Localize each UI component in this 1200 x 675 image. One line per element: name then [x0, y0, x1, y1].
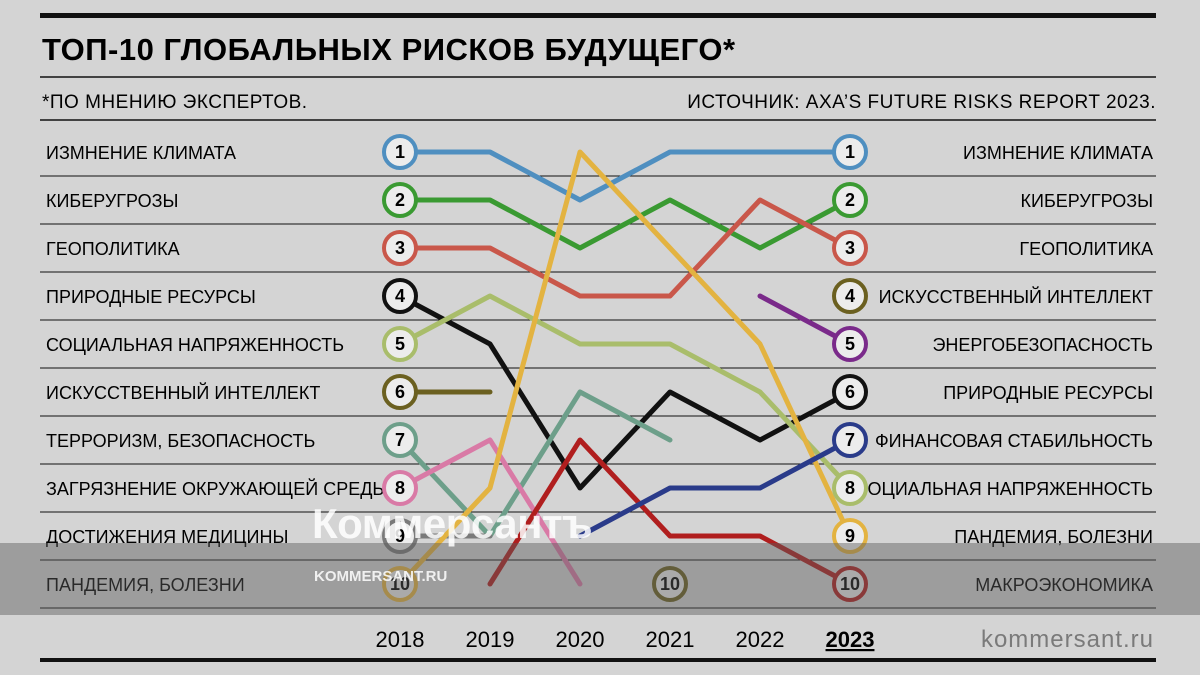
series-line: [397, 197, 853, 299]
rank-number: 10: [660, 574, 680, 594]
left-rank-labels: ИЗМНЕНИЕ КЛИМАТА КИБЕРУГРОЗЫ ГЕОПОЛИТИКА ПР…: [46, 143, 388, 595]
right-label: МАКРОЭКОНОМИКА: [975, 575, 1153, 595]
rank-number: 4: [395, 286, 405, 306]
rank-marker: [832, 422, 868, 458]
rank-marker: [832, 278, 868, 314]
rank-number: 5: [395, 334, 405, 354]
series-line: [397, 293, 853, 491]
rank-marker: [832, 470, 868, 506]
series-line: [397, 197, 853, 251]
rank-number: 3: [395, 238, 405, 258]
rank-number: 1: [845, 142, 855, 162]
rank-number: 7: [395, 430, 405, 450]
rank-marker: [382, 182, 418, 218]
rank-marker: [382, 278, 418, 314]
chart-title: ТОП-10 ГЛОБАЛЬНЫХ РИСКОВ БУДУЩЕГО*: [42, 32, 736, 67]
left-label: ИСКУССТВЕННЫЙ ИНТЕЛЛЕКТ: [46, 382, 320, 403]
footnote: *ПО МНЕНИЮ ЭКСПЕРТОВ.: [42, 92, 308, 113]
rank-number: 5: [845, 334, 855, 354]
left-label: ЗАГРЯЗНЕНИЕ ОКРУЖАЮЩЕЙ СРЕДЫ: [46, 478, 388, 499]
x-tick-label: 2018: [376, 627, 425, 652]
x-tick-label: 2019: [466, 627, 515, 652]
row-separators: [40, 175, 1156, 609]
series-line: [577, 437, 853, 539]
left-label: ПРИРОДНЫЕ РЕСУРСЫ: [46, 287, 256, 307]
right-label: ЭНЕРГОБЕЗОПАСНОСТЬ: [932, 335, 1153, 355]
right-label: СОЦИАЛЬНАЯ НАПРЯЖЕННОСТЬ: [855, 479, 1153, 499]
left-label: ТЕРРОРИЗМ, БЕЗОПАСНОСТЬ: [46, 431, 315, 451]
rank-marker: [382, 470, 418, 506]
rank-number: 10: [840, 574, 860, 594]
left-label: КИБЕРУГРОЗЫ: [46, 191, 178, 211]
rank-marker: [382, 518, 418, 554]
rank-number: 6: [845, 382, 855, 402]
rank-marker: [832, 518, 868, 554]
right-label: ФИНАНСОВАЯ СТАБИЛЬНОСТЬ: [875, 431, 1153, 451]
watermark-url: KOMMERSANT.RU: [314, 568, 448, 585]
rank-number: 9: [395, 526, 405, 546]
rank-marker: [382, 374, 418, 410]
rank-marker: [832, 134, 868, 170]
rank-number: 10: [390, 574, 410, 594]
x-tick-label: 2021: [646, 627, 695, 652]
right-label: ПАНДЕМИЯ, БОЛЕЗНИ: [954, 527, 1153, 547]
rank-number: 1: [395, 142, 405, 162]
right-label: ИСКУССТВЕННЫЙ ИНТЕЛЛЕКТ: [879, 286, 1153, 307]
x-axis-labels: 2018 2019 2020 2021 2022 2023: [376, 627, 875, 652]
right-rank-labels: ИЗМНЕНИЕ КЛИМАТА КИБЕРУГРОЗЫ ГЕОПОЛИТИКА ИС…: [855, 143, 1153, 595]
rank-number: 2: [395, 190, 405, 210]
x-tick-label: 2022: [736, 627, 785, 652]
right-label: КИБЕРУГРОЗЫ: [1021, 191, 1153, 211]
left-label: ИЗМНЕНИЕ КЛИМАТА: [46, 143, 236, 163]
rank-number: 8: [395, 478, 405, 498]
site-label: kommersant.ru: [981, 626, 1154, 653]
top-rule: [40, 13, 1156, 18]
rank-marker: [382, 566, 418, 602]
rank-marker: [832, 326, 868, 362]
series-line: [397, 437, 583, 587]
rank-marker: [382, 230, 418, 266]
rank-number: 3: [845, 238, 855, 258]
right-label: ПРИРОДНЫЕ РЕСУРСЫ: [943, 383, 1153, 403]
series-line: [397, 389, 673, 539]
rank-marker: [832, 230, 868, 266]
rank-number: 8: [845, 478, 855, 498]
right-label: ИЗМНЕНИЕ КЛИМАТА: [963, 143, 1153, 163]
rank-marker: [832, 182, 868, 218]
bottom-rule: [40, 658, 1156, 662]
left-label: ДОСТИЖЕНИЯ МЕДИЦИНЫ: [46, 527, 288, 547]
series-line: [397, 149, 853, 587]
rank-marker: [832, 374, 868, 410]
watermark-band: [0, 543, 1200, 615]
series-line: [397, 149, 853, 203]
series-line: [487, 437, 853, 587]
right-label: ГЕОПОЛИТИКА: [1019, 239, 1153, 259]
rank-marker: [832, 566, 868, 602]
rank-marker: [382, 326, 418, 362]
x-tick-label: 2023: [826, 627, 875, 652]
x-tick-label: 2020: [556, 627, 605, 652]
rank-number: 4: [845, 286, 855, 306]
left-label: ПАНДЕМИЯ, БОЛЕЗНИ: [46, 575, 245, 595]
watermark-logo: Коммерсантъ: [312, 500, 593, 547]
source-note: ИСТОЧНИК: AXA’S FUTURE RISKS REPORT 2023…: [687, 92, 1156, 113]
rank-number: 2: [845, 190, 855, 210]
rank-marker: [382, 134, 418, 170]
rank-number: 7: [845, 430, 855, 450]
rank-number: 9: [845, 526, 855, 546]
rank-marker: [652, 566, 688, 602]
left-label: СОЦИАЛЬНАЯ НАПРЯЖЕННОСТЬ: [46, 335, 344, 355]
series-line: [397, 293, 853, 491]
rank-number: 6: [395, 382, 405, 402]
rank-markers: 1 1 2 2 3 3 4 6 5 8 6 7 8 9 10 9 10 7 5 4 10: [382, 134, 868, 602]
rank-marker: [382, 422, 418, 458]
left-label: ГЕОПОЛИТИКА: [46, 239, 180, 259]
